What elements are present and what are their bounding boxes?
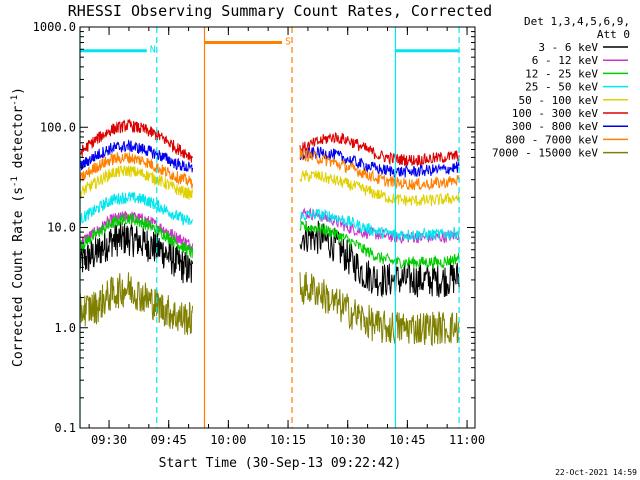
series-line-segment	[79, 213, 194, 259]
legend-item: 6 - 12 keV	[532, 54, 628, 67]
plot-frame	[79, 26, 476, 429]
series-line-segment	[79, 191, 194, 227]
legend-item: 50 - 100 keV	[519, 94, 628, 107]
series-300-800-kev	[79, 139, 460, 178]
series-12-25-kev	[79, 213, 460, 271]
legend-label: 12 - 25 keV	[525, 67, 598, 80]
legend-item: 800 - 7000 keV	[505, 133, 628, 146]
legend-label: 7000 - 15000 keV	[492, 147, 598, 160]
x-tick-label: 11:00	[449, 433, 485, 447]
series-line-segment	[299, 206, 460, 244]
legend-item: 3 - 6 keV	[538, 41, 628, 54]
marker-label: N	[150, 45, 156, 56]
legend-item: 25 - 50 keV	[525, 81, 628, 94]
y-tick-label: 100.0	[40, 120, 76, 134]
chart-title: RHESSI Observing Summary Count Rates, Co…	[68, 2, 492, 20]
series-7000-15000-kev	[79, 271, 460, 347]
series-line-segment	[299, 220, 460, 298]
x-axis-label: Start Time (30-Sep-13 09:22:42)	[159, 456, 402, 471]
series-line-segment	[299, 271, 460, 347]
legend-item: 7000 - 15000 keV	[492, 147, 628, 160]
legend-item: 300 - 800 keV	[512, 120, 628, 133]
x-tick-label: 10:45	[389, 433, 425, 447]
svg-text:Corrected Count Rate (s-1 dete: Corrected Count Rate (s-1 detector-1)	[10, 87, 26, 367]
legend-label: 50 - 100 keV	[519, 94, 599, 107]
plot-area	[79, 119, 460, 347]
marker-s-1: S	[203, 27, 293, 428]
y-tick-label: 1000.0	[33, 20, 76, 34]
legend-item: 12 - 25 keV	[525, 67, 628, 80]
series-50-100-kev	[79, 165, 460, 207]
x-tick-label: 10:30	[330, 433, 366, 447]
y-axis-label: Corrected Count Rate (s-1 detector-1)	[10, 87, 26, 367]
footer-date: 22-Oct-2021 14:59	[555, 468, 637, 477]
legend-header-line-1: Det 1,3,4,5,6,9,	[524, 15, 630, 28]
axes: 0.1 1.0 10.0 100.0 1000.0 09:30 09:45 10:00 10:1…	[33, 20, 485, 447]
series-line-segment	[299, 131, 460, 167]
x-tick-label: 10:00	[210, 433, 246, 447]
legend-label: 300 - 800 keV	[512, 120, 598, 133]
legend-label: 3 - 6 keV	[538, 41, 598, 54]
series-line-segment	[299, 147, 460, 191]
x-tick-label: 10:15	[270, 433, 306, 447]
series-100-300-kev	[79, 119, 460, 167]
series-3-6-kev	[79, 220, 460, 298]
series-line-segment	[79, 119, 194, 163]
series-line-segment	[299, 208, 460, 241]
legend-label: 800 - 7000 keV	[505, 133, 598, 146]
legend-header-line-2: Att 0	[597, 28, 630, 41]
series-line-segment	[79, 165, 194, 200]
y-tick-label: 1.0	[54, 321, 76, 335]
x-tick-label: 09:45	[151, 433, 187, 447]
x-tick-label: 09:30	[91, 433, 127, 447]
legend-item: 100 - 300 keV	[512, 107, 628, 120]
legend-label: 6 - 12 keV	[532, 54, 599, 67]
series-line-segment	[79, 272, 194, 335]
series-line-segment	[79, 221, 194, 284]
series-line-segment	[299, 220, 460, 271]
series-line-segment	[79, 139, 194, 173]
y-tick-label: 10.0	[47, 221, 76, 235]
legend-label: 25 - 50 keV	[525, 81, 598, 94]
series-line-segment	[299, 168, 460, 207]
marker-label: S	[285, 37, 291, 48]
legend-label: 100 - 300 keV	[512, 107, 598, 120]
series-800-7000-kev	[79, 147, 460, 191]
series-line-segment	[79, 151, 194, 189]
series-line-segment	[299, 146, 460, 178]
marker-unlabeled-2	[394, 27, 460, 428]
y-tick-label: 0.1	[54, 421, 76, 435]
series-25-50-kev	[79, 191, 460, 241]
